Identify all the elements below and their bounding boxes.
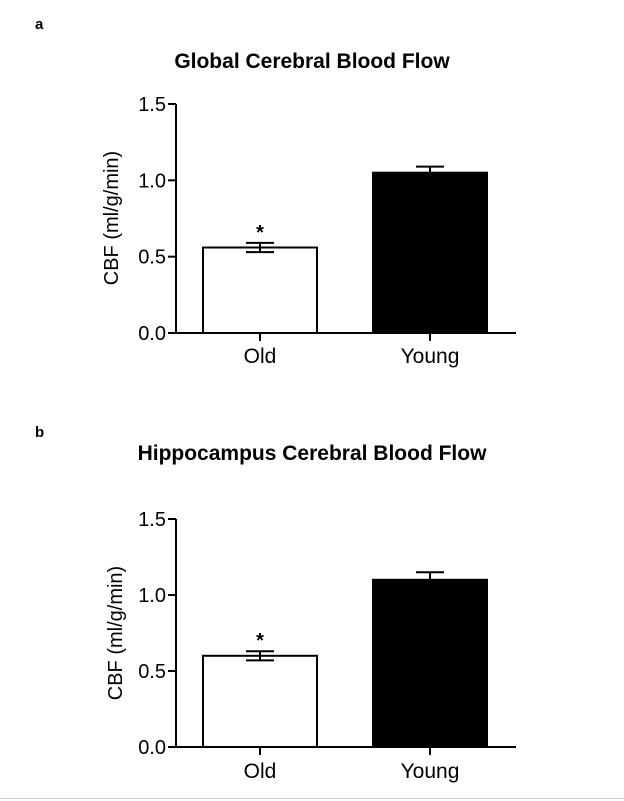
y-tick-label: 1.0 <box>138 170 166 192</box>
x-tick-label: Young <box>401 345 460 368</box>
significance-marker: * <box>256 630 264 652</box>
y-tick-label: 0.5 <box>138 247 166 269</box>
y-tick-label: 1.5 <box>138 509 166 531</box>
y-tick-label: 0.0 <box>138 737 166 759</box>
bottom-divider <box>0 798 624 799</box>
y-tick-label: 1.5 <box>138 94 166 116</box>
y-tick-label: 0.0 <box>138 323 166 345</box>
bar-young <box>372 171 488 334</box>
y-axis-title: CBF (ml/g/min) <box>105 566 127 700</box>
y-tick-label: 1.0 <box>138 585 166 607</box>
x-tick-label: Old <box>244 345 277 368</box>
x-tick-label: Young <box>401 760 460 783</box>
y-tick-label: 0.5 <box>138 661 166 683</box>
bar-chart-b: 0.0 0.5 1.0 1.5 CBF (ml/g/min) Old * Young <box>105 509 516 783</box>
panel-label-b: b <box>35 424 45 441</box>
panel-label-a: a <box>35 16 44 33</box>
significance-marker: * <box>256 222 264 244</box>
chart-title-b: Hippocampus Cerebral Blood Flow <box>137 442 487 465</box>
bar-young <box>372 578 488 748</box>
chart-title-a: Global Cerebral Blood Flow <box>174 50 450 73</box>
y-axis-title: CBF (ml/g/min) <box>101 151 123 285</box>
bar-old <box>202 654 318 748</box>
x-tick-label: Old <box>244 760 277 783</box>
bar-old <box>202 246 318 334</box>
bar-chart-a: 0.0 0.5 1.0 1.5 CBF (ml/g/min) Old * Young <box>101 94 516 368</box>
